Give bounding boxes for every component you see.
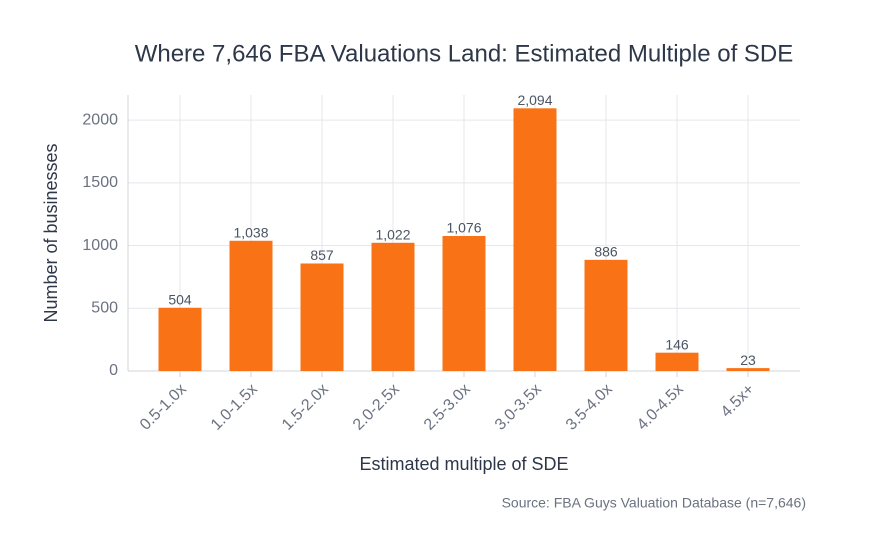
value-label: 504	[168, 291, 192, 307]
bar	[726, 368, 770, 371]
x-axis-label: Estimated multiple of SDE	[359, 454, 568, 474]
x-tick-label: 3.5-4.0x	[563, 381, 616, 434]
y-tick-label: 2000	[82, 111, 118, 128]
value-label: 857	[310, 247, 334, 263]
x-tick-label: 2.5-3.0x	[421, 381, 474, 434]
bar	[513, 108, 557, 371]
y-axis-label: Number of businesses	[41, 143, 61, 322]
bar	[655, 352, 699, 371]
value-label: 23	[740, 352, 756, 368]
y-tick-label: 0	[109, 362, 118, 379]
value-label: 1,076	[446, 220, 481, 236]
value-label: 2,094	[517, 92, 552, 108]
bar	[371, 242, 415, 371]
bar	[229, 240, 273, 371]
y-tick-label: 1500	[82, 174, 118, 191]
x-tick-label: 1.5-2.0x	[279, 381, 332, 434]
bar	[584, 259, 628, 371]
x-tick-label: 2.0-2.5x	[350, 381, 403, 434]
value-label: 886	[594, 244, 618, 260]
bar	[158, 307, 202, 371]
y-tick-label: 1000	[82, 237, 118, 254]
x-tick-label: 3.0-3.5x	[492, 381, 545, 434]
bar	[442, 236, 486, 371]
value-label: 146	[665, 336, 689, 352]
source-note: Source: FBA Guys Valuation Database (n=7…	[502, 495, 806, 511]
value-label: 1,038	[233, 224, 268, 240]
bar	[300, 263, 344, 371]
value-label: 1,022	[375, 226, 410, 242]
y-tick-label: 500	[91, 299, 118, 316]
chart-title: Where 7,646 FBA Valuations Land: Estimat…	[135, 40, 794, 67]
x-tick-label: 0.5-1.0x	[137, 381, 190, 434]
x-tick-label: 1.0-1.5x	[208, 381, 261, 434]
x-tick-label: 4.5x+	[718, 381, 758, 421]
x-tick-label: 4.0-4.5x	[634, 381, 687, 434]
